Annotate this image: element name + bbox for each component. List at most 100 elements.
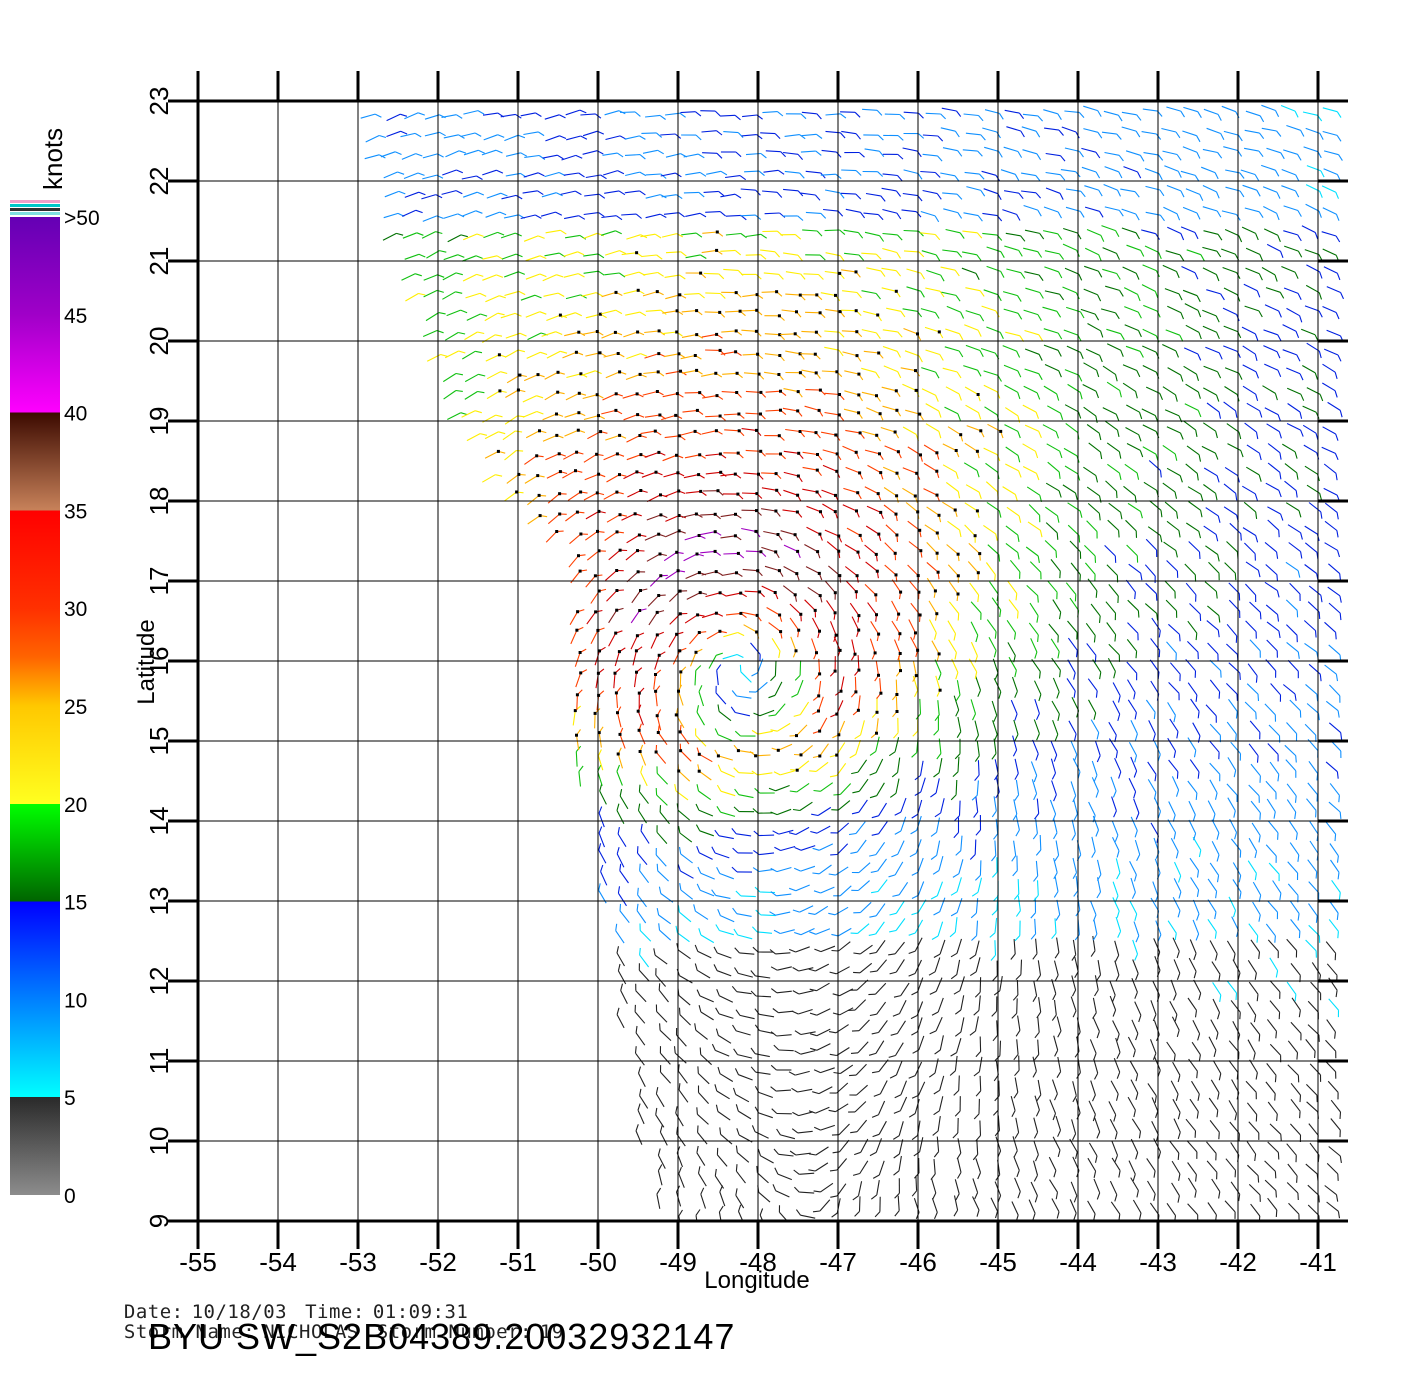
wind-vector (843, 229, 864, 239)
wind-vector (990, 1197, 999, 1219)
wind-vector (1052, 599, 1062, 620)
wind-vector (830, 1183, 847, 1198)
wind-vector (910, 602, 922, 622)
wind-vector (1032, 980, 1038, 1002)
wind-vector (1171, 776, 1180, 797)
wind-vector (1015, 959, 1023, 980)
wind-vector (678, 1083, 689, 1103)
wind-vector (1247, 960, 1257, 980)
wind-vector (545, 452, 566, 461)
wind-vector (1050, 559, 1061, 579)
wind-vector (1122, 382, 1138, 399)
wind-vector (829, 1082, 849, 1094)
wind-vector (386, 113, 408, 122)
wind-vector (1248, 784, 1260, 803)
wind-vector (975, 1036, 982, 1058)
wind-vector (661, 194, 683, 200)
wind-vector (764, 371, 784, 381)
wind-vector (706, 629, 727, 640)
wind-vector (1044, 363, 1062, 378)
wind-vector (795, 1209, 816, 1219)
wind-vector (880, 426, 900, 439)
wind-vector (1013, 719, 1019, 741)
wind-vector (446, 309, 468, 317)
wind-vector (721, 391, 742, 398)
wind-vector (892, 881, 909, 897)
wind-vector (1087, 1157, 1097, 1179)
wind-vector (700, 371, 723, 378)
wind-vector (1228, 698, 1238, 719)
wind-vector (1267, 1141, 1280, 1160)
wind-vector (805, 211, 827, 219)
wind-vector (813, 886, 835, 894)
wind-vector (1290, 1098, 1301, 1119)
wind-vector (863, 310, 882, 322)
wind-vector (1104, 151, 1124, 162)
wind-vector (1304, 642, 1319, 660)
wind-vector (522, 410, 544, 418)
wind-vector (583, 414, 605, 421)
wind-vector (889, 959, 905, 975)
wind-vector (829, 656, 837, 677)
wind-vector (1202, 206, 1222, 218)
wind-vector (1002, 209, 1021, 221)
wind-vector (1321, 231, 1341, 243)
wind-vector (483, 134, 505, 141)
wind-vector (1129, 861, 1137, 882)
wind-vector (1147, 779, 1157, 800)
wind-vector (994, 1080, 1000, 1102)
wind-vector (1064, 110, 1085, 118)
wind-vector (730, 706, 751, 717)
wind-vector (969, 582, 980, 603)
wind-vector (664, 434, 686, 441)
wind-vector (1224, 1200, 1236, 1219)
wind-vector (972, 1178, 979, 1200)
wind-vector (1285, 502, 1302, 518)
wind-vector (1163, 206, 1181, 221)
wind-vector (1244, 701, 1257, 720)
wind-vector (866, 407, 884, 421)
wind-vector (970, 699, 977, 721)
wind-vector (1191, 1080, 1200, 1101)
wind-vector (930, 817, 941, 837)
wind-vector (1324, 664, 1339, 682)
wind-vector (769, 949, 791, 955)
wind-vector (1007, 642, 1016, 663)
wind-vector (1244, 422, 1259, 440)
wind-vector (1052, 1136, 1061, 1158)
wind-vector (1045, 522, 1059, 540)
wind-vector (563, 215, 586, 220)
wind-vector (1328, 801, 1342, 819)
wind-vector (673, 1046, 687, 1064)
wind-vector (808, 963, 830, 972)
wind-vector (1028, 1199, 1036, 1221)
wind-vector (783, 489, 802, 502)
wind-vector (1192, 722, 1201, 743)
wind-vector (1210, 1019, 1219, 1040)
wind-vector (984, 146, 1003, 158)
wind-vector (888, 861, 904, 878)
wind-vector (908, 959, 922, 977)
wind-vector (910, 1001, 924, 1020)
wind-vector (1250, 763, 1261, 783)
wind-vector (401, 273, 422, 281)
wind-vector (1285, 759, 1297, 778)
wind-vector (570, 626, 584, 645)
wind-vector (930, 1159, 936, 1180)
wind-vector (669, 612, 688, 625)
wind-vector (770, 1031, 792, 1037)
wind-vector (964, 442, 980, 459)
wind-vector (1264, 363, 1282, 378)
wind-vector (985, 462, 1000, 480)
wind-vector (661, 233, 684, 238)
wind-vector (814, 945, 836, 953)
wind-vector (791, 1008, 813, 1015)
wind-vector (676, 803, 690, 821)
wind-vector (504, 415, 525, 425)
wind-vector (1105, 480, 1118, 499)
wind-vector (632, 646, 643, 666)
wind-vector (794, 927, 815, 936)
wind-vector (1287, 1040, 1299, 1060)
wind-vector (812, 617, 821, 639)
wind-vector (1182, 206, 1201, 220)
